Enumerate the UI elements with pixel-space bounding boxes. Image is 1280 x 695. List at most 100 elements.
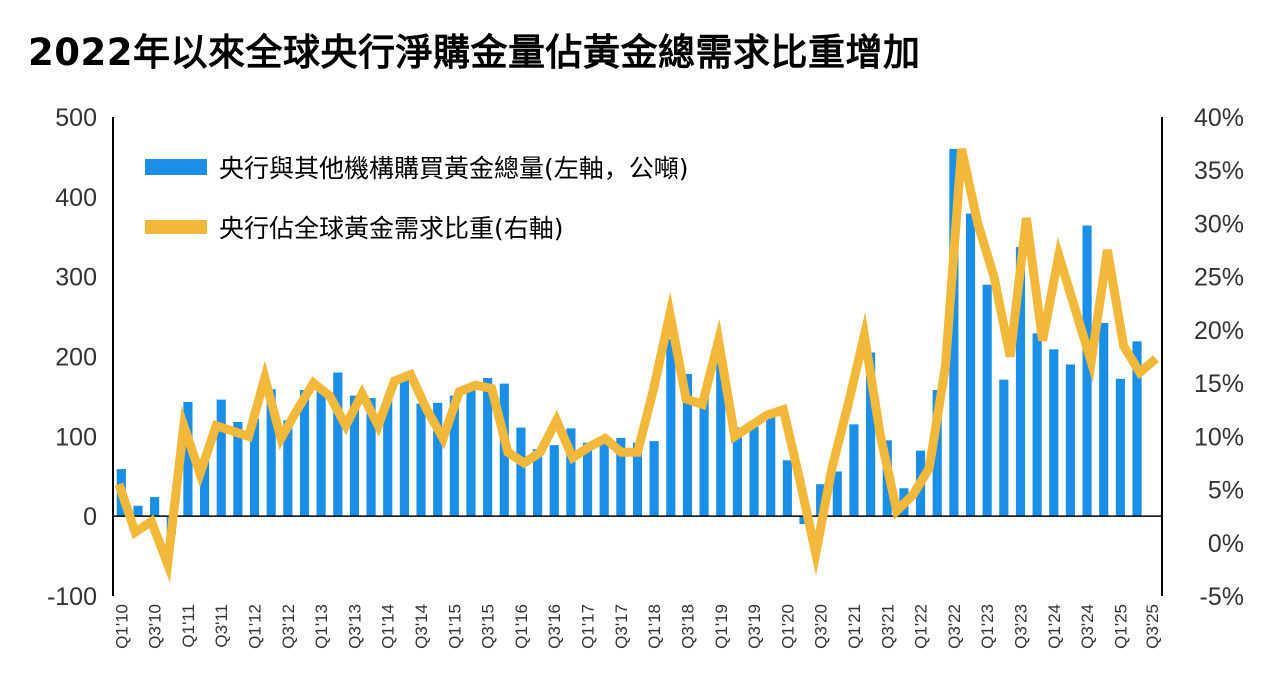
bar xyxy=(366,398,376,517)
x-tick-label: Q1'24 xyxy=(1045,604,1064,649)
x-tick-label: Q3'18 xyxy=(679,604,698,649)
right-tick-label: 35% xyxy=(1194,157,1244,185)
x-tick-label: Q3'11 xyxy=(212,604,231,648)
x-tick-label: Q3'10 xyxy=(146,604,165,649)
bar xyxy=(333,372,343,517)
x-tick-label: Q3'14 xyxy=(412,604,431,649)
bar xyxy=(1132,341,1142,517)
bar xyxy=(566,428,576,517)
bar xyxy=(849,424,859,517)
bar xyxy=(216,399,226,517)
x-tick-label: Q3'22 xyxy=(945,604,964,649)
axes xyxy=(112,117,1163,596)
bar xyxy=(533,449,543,517)
share-line xyxy=(114,147,1159,583)
x-tick-label: Q1'15 xyxy=(445,604,464,649)
bar xyxy=(766,412,776,517)
bar xyxy=(1032,333,1042,517)
x-tick-label: Q1'21 xyxy=(845,604,864,649)
right-tick-label: 30% xyxy=(1194,210,1244,238)
bar xyxy=(133,505,143,517)
bar xyxy=(183,402,193,517)
bar xyxy=(383,398,393,517)
bar xyxy=(233,421,243,517)
bar xyxy=(416,403,426,517)
bar xyxy=(816,484,826,517)
bar xyxy=(716,360,726,517)
bar xyxy=(682,374,693,517)
x-tick-label: Q3'19 xyxy=(745,604,764,649)
bar xyxy=(999,379,1009,517)
bar xyxy=(649,441,659,517)
bar xyxy=(549,445,559,517)
bar xyxy=(483,378,493,517)
bar xyxy=(249,418,260,517)
left-tick-label: -100 xyxy=(47,583,97,611)
x-tick-label: Q1'25 xyxy=(1111,604,1130,649)
bar xyxy=(516,427,526,517)
x-axis-ticks: Q1'10 Q3'10 Q1'11 Q3'11 Q1'12 Q3'12 Q1'13 Q3'13… xyxy=(112,604,1162,649)
right-axis-ticks: -5% 0% 5% 10% 15% 20% 25% 30% 35% 40% xyxy=(1194,104,1244,611)
x-tick-label: Q1'13 xyxy=(312,604,331,649)
x-tick-label: Q1'16 xyxy=(512,604,531,649)
bar xyxy=(599,441,609,517)
left-tick-label: 400 xyxy=(55,184,97,212)
x-tick-label: Q1'20 xyxy=(778,604,797,649)
bar xyxy=(582,442,593,517)
bar xyxy=(949,148,959,517)
bar xyxy=(299,390,310,517)
bar xyxy=(749,426,759,517)
left-tick-label: 100 xyxy=(55,423,97,451)
left-tick-label: 0 xyxy=(83,503,97,531)
bar xyxy=(349,395,360,517)
x-tick-label: Q1'11 xyxy=(179,604,198,648)
bar xyxy=(832,471,842,517)
left-tick-label: 300 xyxy=(55,264,97,292)
x-tick-label: Q1'23 xyxy=(978,604,997,649)
legend-label-line: 央行佔全球黃金需求比重(右軸) xyxy=(219,214,564,243)
bar xyxy=(283,420,293,517)
x-tick-label: Q1'14 xyxy=(379,604,398,649)
chart-title: 2022年以來全球央行淨購金量佔黃金總需求比重增加 xyxy=(28,31,921,74)
right-tick-label: -5% xyxy=(1200,583,1244,611)
left-axis-ticks: -100 0 100 200 300 400 500 xyxy=(47,104,97,611)
x-tick-label: Q1'17 xyxy=(579,604,598,649)
bar xyxy=(449,395,459,517)
x-tick-label: Q3'15 xyxy=(479,604,498,649)
bar xyxy=(1049,349,1059,517)
right-tick-label: 0% xyxy=(1208,530,1244,558)
bar xyxy=(699,397,709,517)
line-series xyxy=(114,147,1159,583)
right-tick-label: 10% xyxy=(1194,423,1244,451)
bar xyxy=(466,388,476,517)
x-tick-label: Q3'21 xyxy=(878,604,897,649)
bar xyxy=(1065,364,1075,517)
x-tick-label: Q3'23 xyxy=(1012,604,1031,649)
x-tick-label: Q3'25 xyxy=(1143,604,1162,649)
left-tick-label: 200 xyxy=(55,344,97,372)
legend-label-bars: 央行與其他機構購買黃金總量(左軸，公噸) xyxy=(219,154,689,183)
bar xyxy=(866,352,876,517)
bar xyxy=(150,497,160,517)
bar xyxy=(1115,378,1125,517)
right-tick-label: 5% xyxy=(1208,477,1244,505)
bar xyxy=(200,460,210,517)
x-tick-label: Q3'13 xyxy=(345,604,364,649)
x-tick-label: Q3'12 xyxy=(279,604,298,649)
bar xyxy=(782,460,792,517)
right-tick-label: 20% xyxy=(1194,317,1244,345)
x-tick-label: Q1'22 xyxy=(912,604,931,649)
legend-swatch-bars xyxy=(145,159,207,175)
x-tick-label: Q3'20 xyxy=(812,604,831,649)
left-tick-label: 500 xyxy=(55,104,97,132)
right-tick-label: 15% xyxy=(1194,370,1244,398)
bar xyxy=(616,437,626,517)
bar xyxy=(433,402,443,517)
bar xyxy=(1082,225,1092,517)
bar xyxy=(932,390,942,517)
x-tick-label: Q3'16 xyxy=(545,604,564,649)
x-tick-label: Q1'18 xyxy=(645,604,664,649)
legend: 央行與其他機構購買黃金總量(左軸，公噸) 央行佔全球黃金需求比重(右軸) xyxy=(145,154,689,243)
x-tick-label: Q1'19 xyxy=(712,604,731,649)
